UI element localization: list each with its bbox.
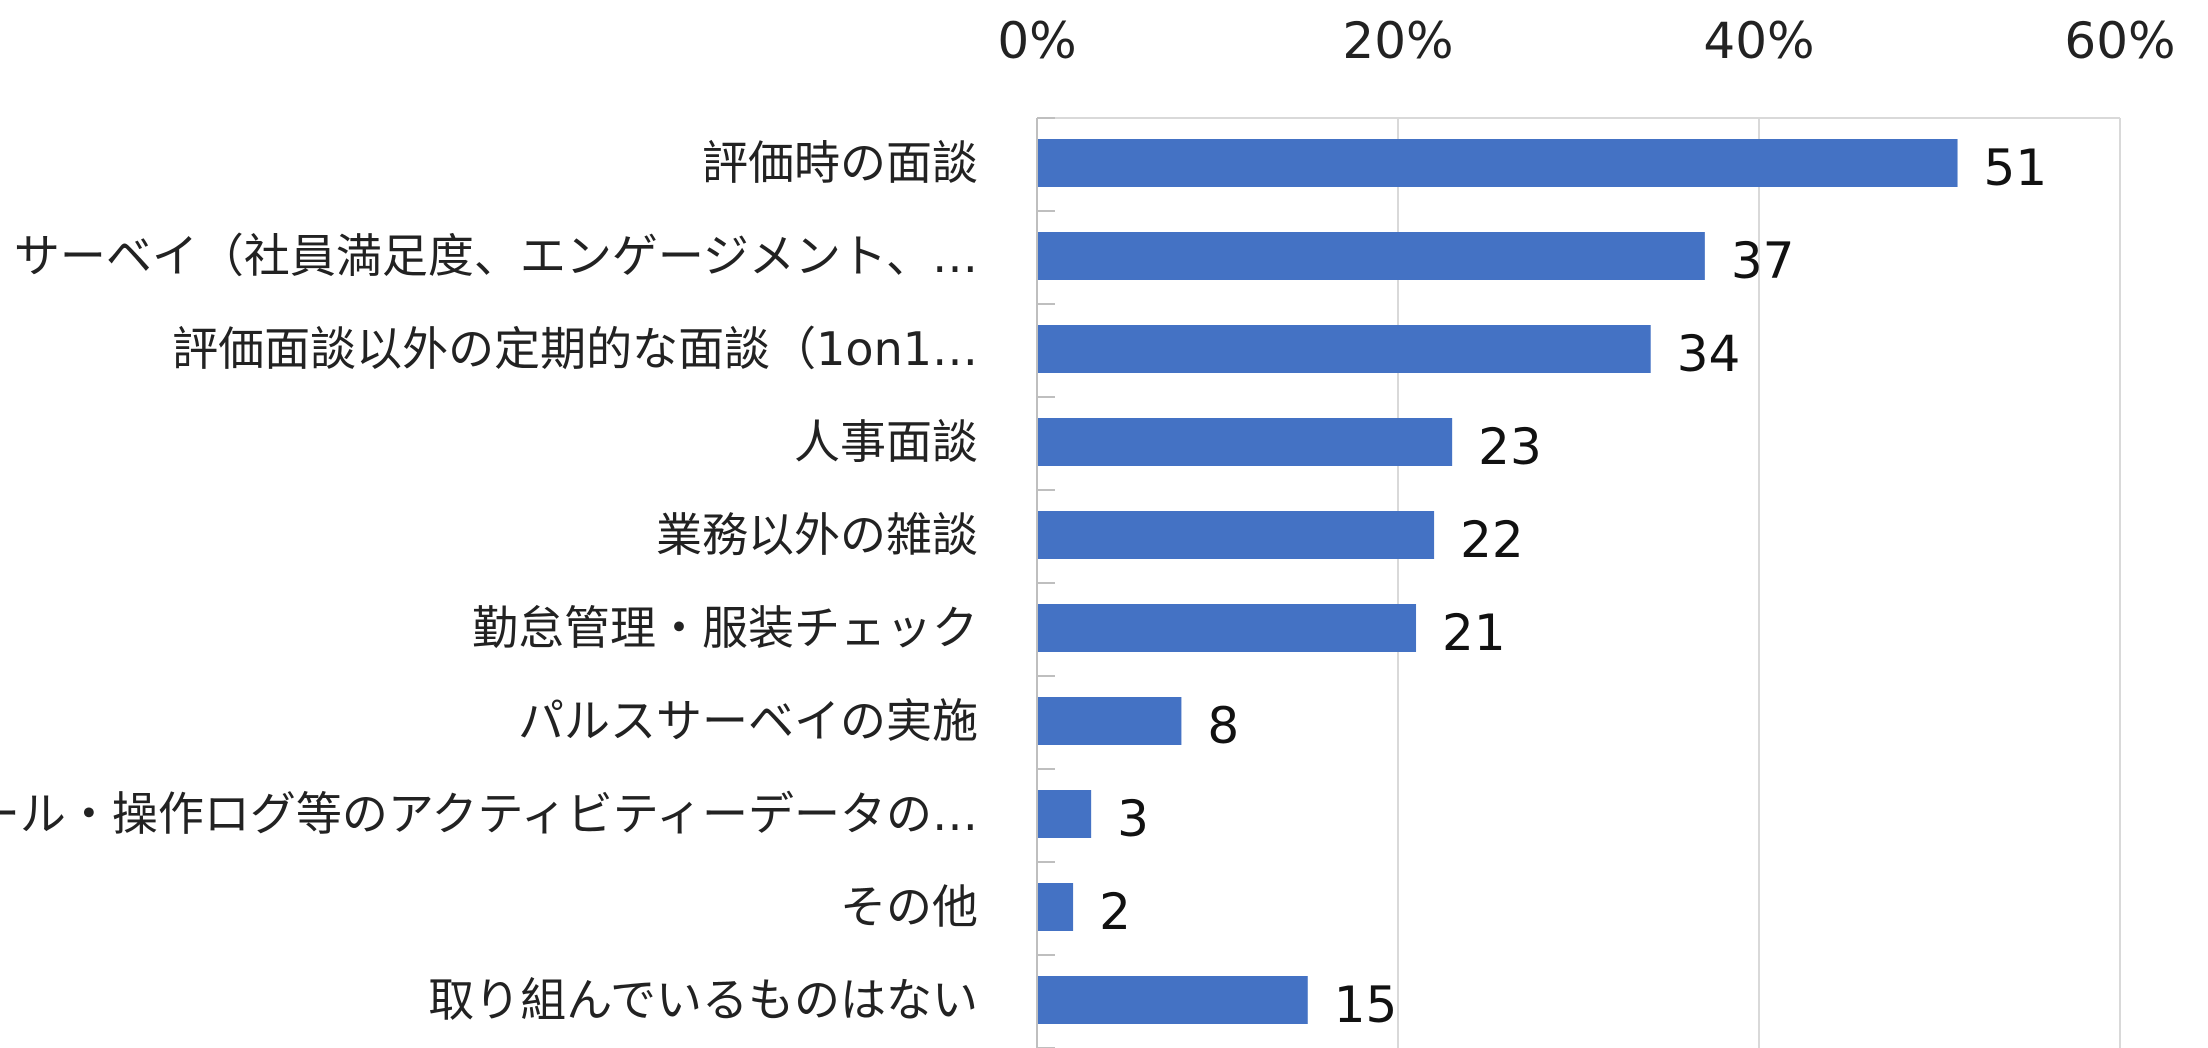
category-label: その他: [840, 880, 978, 934]
bar: [1037, 790, 1092, 838]
category-label: 業務以外の雑談: [656, 508, 978, 562]
bar: [1037, 883, 1074, 931]
bars: [1037, 139, 1958, 1024]
y-axis: [1036, 117, 1055, 1048]
x-axis-tick-labels: 0% 20% 40% 60%: [997, 12, 2175, 70]
data-label: 34: [1677, 325, 1741, 383]
bar: [1037, 232, 1705, 280]
category-label: 勤怠管理・服装チェック: [472, 601, 978, 655]
bar: [1037, 604, 1417, 652]
bar: [1037, 511, 1435, 559]
category-label: パルスサーベイの実施: [518, 694, 978, 748]
category-label: サーベイ（社員満足度、エンゲージメント、…: [14, 229, 978, 283]
gridlines: [1037, 117, 2121, 1048]
data-label: 8: [1207, 697, 1239, 755]
data-label: 51: [1984, 139, 2048, 197]
data-label: 3: [1117, 790, 1149, 848]
data-label: 22: [1460, 511, 1524, 569]
x-tick-label: 0%: [997, 12, 1076, 70]
category-label: 人事面談: [794, 415, 978, 469]
data-label: 37: [1731, 232, 1795, 290]
category-label: 評価面談以外の定期的な面談（1on1…: [172, 322, 978, 376]
bar: [1037, 418, 1453, 466]
data-label: 15: [1334, 976, 1398, 1034]
bar: [1037, 697, 1182, 745]
category-label: メール・操作ログ等のアクティビティーデータの…: [0, 787, 978, 841]
data-labels: 51 37 34 23 22 21 83 2 15: [1099, 139, 2047, 1034]
bar: [1037, 325, 1651, 373]
category-label: 評価時の面談: [702, 136, 978, 190]
data-label: 2: [1099, 883, 1131, 941]
bar: [1037, 139, 1958, 187]
x-tick-label: 60%: [2064, 12, 2175, 70]
category-label: 取り組んでいるものはない: [428, 973, 978, 1027]
bar: [1037, 976, 1308, 1024]
x-tick-label: 40%: [1703, 12, 1814, 70]
x-tick-label: 20%: [1342, 12, 1453, 70]
data-label: 23: [1478, 418, 1542, 476]
data-label: 21: [1442, 604, 1506, 662]
